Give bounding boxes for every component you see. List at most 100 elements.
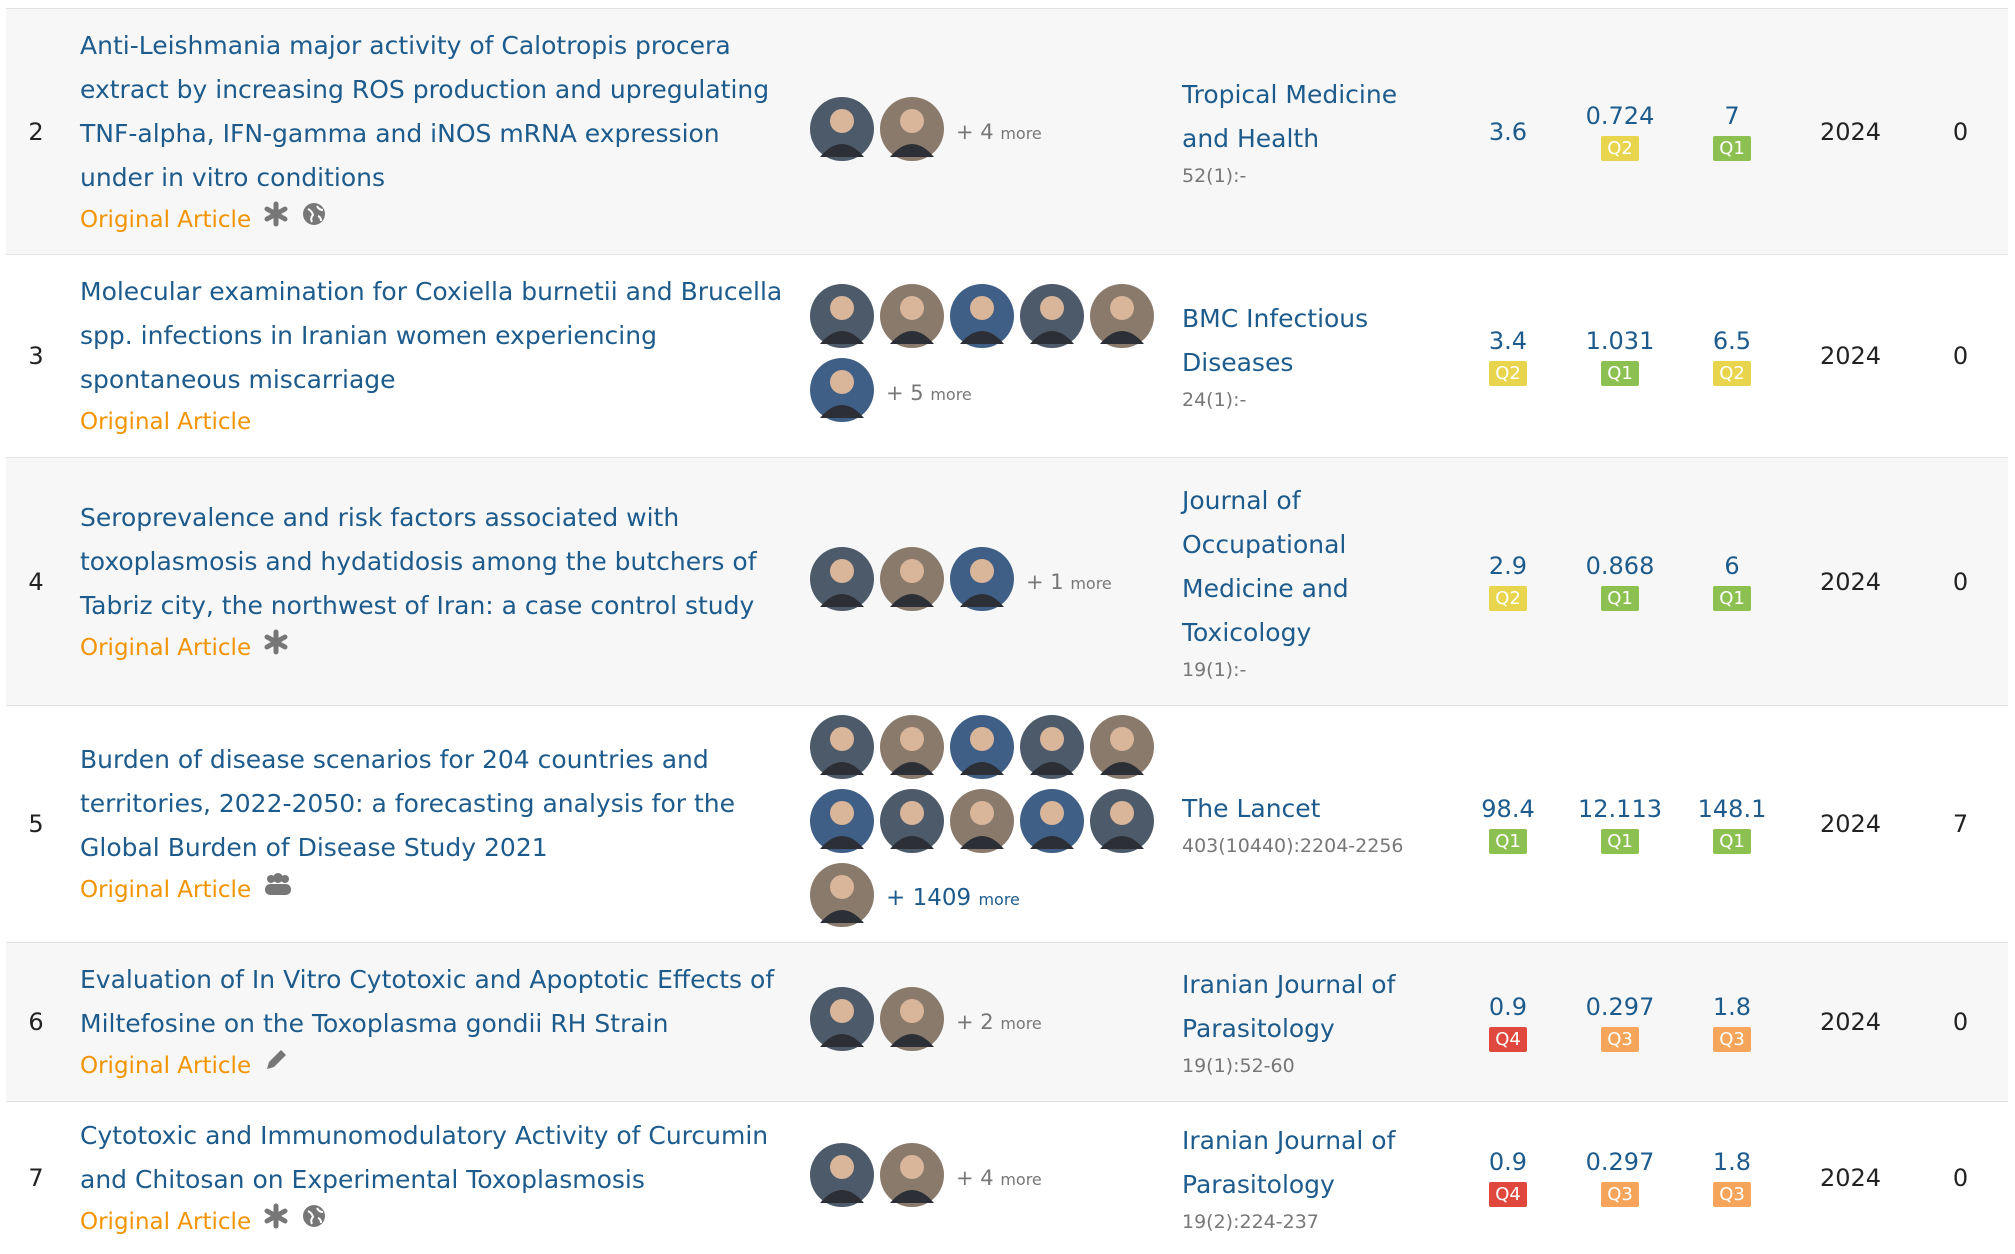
year: 2024 bbox=[1788, 943, 1913, 1102]
author-avatar[interactable] bbox=[950, 284, 1014, 354]
author-avatar[interactable] bbox=[810, 358, 874, 428]
author-avatar[interactable] bbox=[950, 789, 1014, 859]
year: 2024 bbox=[1788, 1102, 1913, 1254]
citations: 0 bbox=[1913, 458, 2008, 706]
icon-star bbox=[263, 200, 289, 240]
row-index: 2 bbox=[6, 9, 66, 255]
article-title[interactable]: Anti-Leishmania major activity of Calotr… bbox=[80, 24, 790, 200]
quartile-badge: Q3 bbox=[1601, 1027, 1639, 1052]
journal-name[interactable]: Tropical Medicine and Health bbox=[1182, 73, 1452, 161]
metric-value: 12.113 bbox=[1564, 795, 1676, 823]
author-avatar[interactable] bbox=[880, 97, 944, 167]
row-index: 6 bbox=[6, 943, 66, 1102]
author-avatar[interactable] bbox=[950, 547, 1014, 617]
author-avatar[interactable] bbox=[1020, 284, 1084, 354]
article-title[interactable]: Burden of disease scenarios for 204 coun… bbox=[80, 738, 790, 870]
journal-name[interactable]: Journal of Occupational Medicine and Tox… bbox=[1182, 479, 1452, 655]
article-title[interactable]: Evaluation of In Vitro Cytotoxic and Apo… bbox=[80, 958, 790, 1046]
more-label: more bbox=[1000, 1170, 1041, 1189]
avatars: + 2 more bbox=[810, 987, 1160, 1057]
more-label: more bbox=[1000, 1014, 1041, 1033]
title-cell: Burden of disease scenarios for 204 coun… bbox=[66, 706, 790, 943]
authors-cell: + 5 more bbox=[790, 255, 1172, 458]
quartile-badge: Q1 bbox=[1601, 586, 1639, 611]
icon-globe bbox=[301, 200, 327, 240]
quartile-badge: Q1 bbox=[1601, 361, 1639, 386]
row-index: 3 bbox=[6, 255, 66, 458]
author-avatar[interactable] bbox=[810, 863, 874, 933]
year: 2024 bbox=[1788, 9, 1913, 255]
author-avatar[interactable] bbox=[810, 97, 874, 167]
journal-name[interactable]: BMC Infectious Diseases bbox=[1182, 297, 1452, 385]
icon-group bbox=[263, 870, 293, 910]
author-avatar[interactable] bbox=[880, 1143, 944, 1213]
more-authors[interactable]: + 1 more bbox=[1026, 570, 1112, 594]
more-authors[interactable]: + 5 more bbox=[886, 381, 972, 405]
author-avatar[interactable] bbox=[880, 284, 944, 354]
metric-cell: 1.031 Q1 bbox=[1564, 255, 1676, 458]
more-authors[interactable]: + 4 more bbox=[956, 1166, 1042, 1190]
more-authors[interactable]: + 1409 more bbox=[886, 885, 1020, 911]
author-avatar[interactable] bbox=[880, 547, 944, 617]
metric-value: 6 bbox=[1676, 552, 1788, 580]
more-authors[interactable]: + 4 more bbox=[956, 120, 1042, 144]
quartile-badge: Q3 bbox=[1713, 1027, 1751, 1052]
row-index: 4 bbox=[6, 458, 66, 706]
more-label: more bbox=[978, 890, 1019, 909]
article-title[interactable]: Seroprevalence and risk factors associat… bbox=[80, 496, 790, 628]
author-avatar[interactable] bbox=[810, 789, 874, 859]
more-authors[interactable]: + 2 more bbox=[956, 1010, 1042, 1034]
authors-cell: + 2 more bbox=[790, 943, 1172, 1102]
icon-star bbox=[263, 628, 289, 668]
authors-cell: + 1 more bbox=[790, 458, 1172, 706]
author-avatar[interactable] bbox=[810, 1143, 874, 1213]
author-avatar[interactable] bbox=[1090, 284, 1154, 354]
citations: 0 bbox=[1913, 1102, 2008, 1254]
article-type: Original Article bbox=[80, 628, 790, 668]
journal-name[interactable]: The Lancet bbox=[1182, 787, 1452, 831]
author-avatar[interactable] bbox=[950, 715, 1014, 785]
journal-name[interactable]: Iranian Journal of Parasitology bbox=[1182, 963, 1452, 1051]
year: 2024 bbox=[1788, 706, 1913, 943]
author-avatar[interactable] bbox=[810, 284, 874, 354]
authors-cell: + 4 more bbox=[790, 1102, 1172, 1254]
metric-value: 0.297 bbox=[1564, 1148, 1676, 1176]
metric-value: 6.5 bbox=[1676, 327, 1788, 355]
author-avatar[interactable] bbox=[1020, 715, 1084, 785]
author-avatar[interactable] bbox=[810, 715, 874, 785]
quartile-badge: Q3 bbox=[1713, 1182, 1751, 1207]
more-count: + 2 bbox=[956, 1010, 994, 1034]
metric-value: 0.9 bbox=[1452, 993, 1564, 1021]
article-title[interactable]: Cytotoxic and Immunomodulatory Activity … bbox=[80, 1114, 790, 1202]
author-avatar[interactable] bbox=[1090, 715, 1154, 785]
quartile-badge: Q1 bbox=[1713, 829, 1751, 854]
metric-value: 1.8 bbox=[1676, 1148, 1788, 1176]
quartile-badge: Q3 bbox=[1601, 1182, 1639, 1207]
author-avatar[interactable] bbox=[1020, 789, 1084, 859]
quartile-badge: Q4 bbox=[1489, 1027, 1527, 1052]
avatars: + 1 more bbox=[810, 547, 1160, 617]
article-type: Original Article bbox=[80, 200, 790, 240]
author-avatar[interactable] bbox=[810, 987, 874, 1057]
author-avatar[interactable] bbox=[1090, 789, 1154, 859]
metric-value: 3.4 bbox=[1452, 327, 1564, 355]
author-avatar[interactable] bbox=[810, 547, 874, 617]
author-avatar[interactable] bbox=[880, 987, 944, 1057]
metric-value: 1.031 bbox=[1564, 327, 1676, 355]
article-title[interactable]: Molecular examination for Coxiella burne… bbox=[80, 270, 790, 402]
metric-value: 0.297 bbox=[1564, 993, 1676, 1021]
author-avatar[interactable] bbox=[880, 715, 944, 785]
quartile-badge: Q1 bbox=[1713, 586, 1751, 611]
journal-name[interactable]: Iranian Journal of Parasitology bbox=[1182, 1119, 1452, 1207]
author-avatar[interactable] bbox=[880, 789, 944, 859]
